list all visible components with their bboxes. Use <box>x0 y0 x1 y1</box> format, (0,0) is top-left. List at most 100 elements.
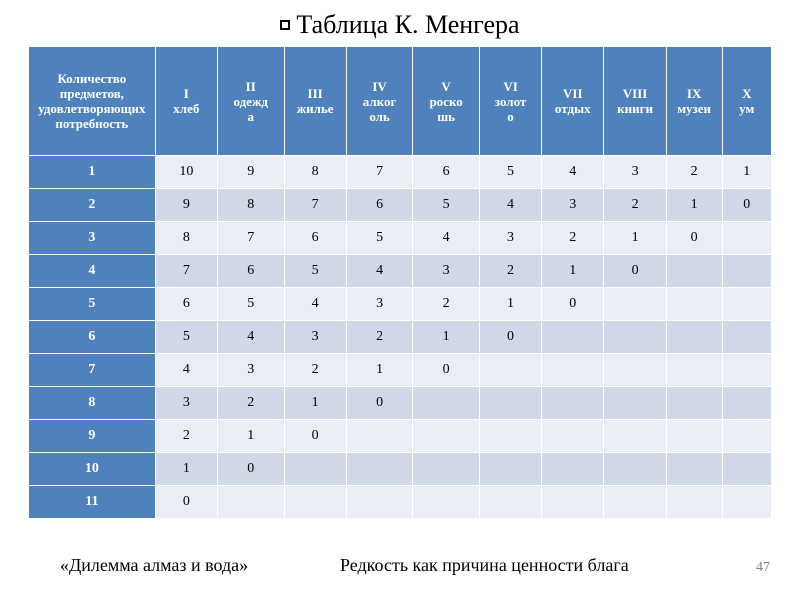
row-header: 3 <box>29 222 156 255</box>
table-cell <box>722 222 771 255</box>
table-cell: 7 <box>346 156 413 189</box>
footer-right: Редкость как причина ценности блага <box>340 555 629 576</box>
table-cell <box>542 354 604 387</box>
table-row: 56543210 <box>29 288 772 321</box>
col-header-3: IIIжилье <box>284 47 346 156</box>
table-cell: 6 <box>284 222 346 255</box>
table-cell: 7 <box>284 189 346 222</box>
table-cell <box>722 255 771 288</box>
table-cell: 2 <box>479 255 541 288</box>
table-cell <box>217 486 284 519</box>
table-cell <box>479 387 541 420</box>
table-cell: 0 <box>542 288 604 321</box>
table-cell <box>413 453 480 486</box>
col-header-8: VIIIкниги <box>604 47 666 156</box>
table-cell <box>722 486 771 519</box>
table-cell: 4 <box>542 156 604 189</box>
table-cell: 5 <box>155 321 217 354</box>
table-cell: 3 <box>284 321 346 354</box>
table-cell <box>604 321 666 354</box>
row-header: 1 <box>29 156 156 189</box>
table-cell: 0 <box>217 453 284 486</box>
table-cell <box>722 420 771 453</box>
table-cell <box>666 288 722 321</box>
menger-table: Количество предметов, удовлетворяющих по… <box>28 46 772 519</box>
title-row: Таблица К. Менгера <box>28 8 772 42</box>
table-cell <box>542 321 604 354</box>
table-cell: 5 <box>284 255 346 288</box>
table-cell: 1 <box>479 288 541 321</box>
table-row: 6543210 <box>29 321 772 354</box>
footer: «Дилемма алмаз и вода» Редкость как прич… <box>0 555 800 576</box>
row-header: 2 <box>29 189 156 222</box>
table-row: 1010 <box>29 453 772 486</box>
table-cell <box>722 354 771 387</box>
table-cell: 6 <box>413 156 480 189</box>
table-cell: 4 <box>155 354 217 387</box>
table-cell: 0 <box>722 189 771 222</box>
table-cell: 1 <box>284 387 346 420</box>
table-cell <box>722 288 771 321</box>
table-cell: 1 <box>604 222 666 255</box>
table-cell <box>346 486 413 519</box>
table-cell <box>666 354 722 387</box>
table-cell: 0 <box>604 255 666 288</box>
table-cell: 2 <box>604 189 666 222</box>
table-cell: 7 <box>155 255 217 288</box>
table-cell <box>604 288 666 321</box>
table-cell: 1 <box>542 255 604 288</box>
table-cell: 9 <box>155 189 217 222</box>
row-header: 8 <box>29 387 156 420</box>
bullet-icon <box>280 20 290 30</box>
table-cell <box>722 321 771 354</box>
row-header: 11 <box>29 486 156 519</box>
table-cell <box>479 453 541 486</box>
table-cell: 8 <box>155 222 217 255</box>
table-cell: 0 <box>413 354 480 387</box>
table-cell: 1 <box>346 354 413 387</box>
table-cell <box>604 486 666 519</box>
col-header-4: IVалкоголь <box>346 47 413 156</box>
table-cell <box>542 387 604 420</box>
table-cell <box>542 420 604 453</box>
table-row: 743210 <box>29 354 772 387</box>
table-cell: 10 <box>155 156 217 189</box>
slide: Таблица К. Менгера Количество предметов,… <box>0 0 800 600</box>
table-cell: 3 <box>604 156 666 189</box>
row-header: 7 <box>29 354 156 387</box>
table-cell: 2 <box>284 354 346 387</box>
table-cell: 2 <box>217 387 284 420</box>
table-cell: 4 <box>346 255 413 288</box>
table-cell <box>604 354 666 387</box>
table-cell: 2 <box>155 420 217 453</box>
table-cell: 1 <box>666 189 722 222</box>
page-title: Таблица К. Менгера <box>296 10 519 39</box>
table-cell: 3 <box>155 387 217 420</box>
row-header: 6 <box>29 321 156 354</box>
col-header-6: VIзолото <box>479 47 541 156</box>
table-cell <box>722 387 771 420</box>
table-cell: 5 <box>479 156 541 189</box>
table-cell <box>284 486 346 519</box>
table-cell <box>479 354 541 387</box>
table-cell <box>722 453 771 486</box>
table-cell: 3 <box>413 255 480 288</box>
footer-left: «Дилемма алмаз и вода» <box>60 555 248 576</box>
table-cell: 8 <box>217 189 284 222</box>
table-cell: 6 <box>155 288 217 321</box>
page-number: 47 <box>756 560 770 576</box>
row-header: 10 <box>29 453 156 486</box>
table-cell: 3 <box>217 354 284 387</box>
col-header-1: Iхлеб <box>155 47 217 156</box>
table-cell: 3 <box>479 222 541 255</box>
table-cell: 1 <box>217 420 284 453</box>
table-cell: 2 <box>666 156 722 189</box>
table-cell: 5 <box>413 189 480 222</box>
table-cell <box>346 420 413 453</box>
col-header-10: Xум <box>722 47 771 156</box>
table-cell <box>666 321 722 354</box>
table-cell: 0 <box>155 486 217 519</box>
table-cell <box>604 453 666 486</box>
table-cell <box>666 486 722 519</box>
table-cell: 2 <box>346 321 413 354</box>
